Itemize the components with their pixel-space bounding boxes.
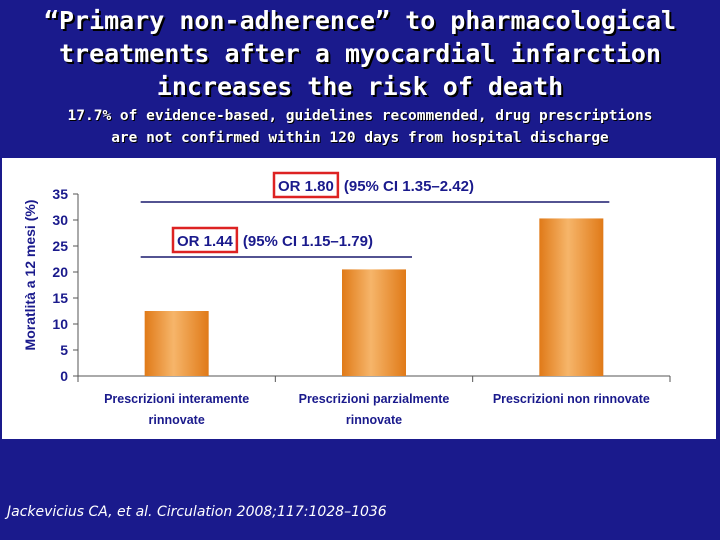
bar (144, 311, 209, 376)
bar-chart: 0 5 10 15 20 25 30 35 Moratlità a 12 mesi (%) Pre… (22, 171, 671, 427)
x-tick-label: Prescrizioni non rinnovate (493, 392, 650, 406)
y-tick-label: 35 (52, 186, 68, 202)
slide-title-line: increases the risk of death (156, 72, 564, 101)
confidence-interval-label: (95% CI 1.35–2.42) (344, 178, 474, 195)
confidence-interval-label: (95% CI 1.15–1.79) (243, 233, 373, 250)
y-tick-label: 25 (52, 238, 68, 254)
y-tick-label: 5 (60, 342, 68, 358)
citation: Jackevicius CA, et al. Circulation 2008;… (7, 504, 387, 520)
bar (342, 269, 406, 376)
odds-ratio-label: OR 1.44 (177, 233, 234, 250)
y-tick-label: 20 (52, 264, 68, 280)
x-tick-label: Prescrizioni parzialmente (299, 392, 450, 406)
slide-subtitle-line: 17.7% of evidence-based, guidelines reco… (67, 108, 653, 124)
slide-subtitle: 17.7% of evidence-based, guidelines reco… (0, 105, 720, 149)
chart-panel: 0 5 10 15 20 25 30 35 Moratlità a 12 mesi (%) Pre… (2, 158, 716, 439)
bar (539, 218, 604, 376)
slide-title-line: “Primary non-adherence” to pharmacologic… (43, 6, 677, 35)
highlight-box (272, 171, 340, 199)
highlight-box (171, 226, 239, 254)
y-tick-label: 10 (52, 316, 68, 332)
slide-title-line: treatments after a myocardial infarction (58, 39, 662, 68)
x-tick-label: rinnovate (149, 413, 205, 427)
x-tick-label: rinnovate (346, 413, 402, 427)
slide-title: “Primary non-adherence” to pharmacologic… (0, 4, 720, 103)
y-tick-label: 15 (52, 290, 68, 306)
x-tick-label: Prescrizioni interamente (104, 392, 249, 406)
slide-subtitle-line: are not confirmed within 120 days from h… (111, 130, 609, 146)
odds-ratio-label: OR 1.80 (278, 178, 334, 195)
y-axis-title: Moratlità a 12 mesi (%) (22, 200, 38, 351)
y-tick-label: 30 (52, 212, 68, 228)
y-tick-label: 0 (60, 368, 68, 384)
